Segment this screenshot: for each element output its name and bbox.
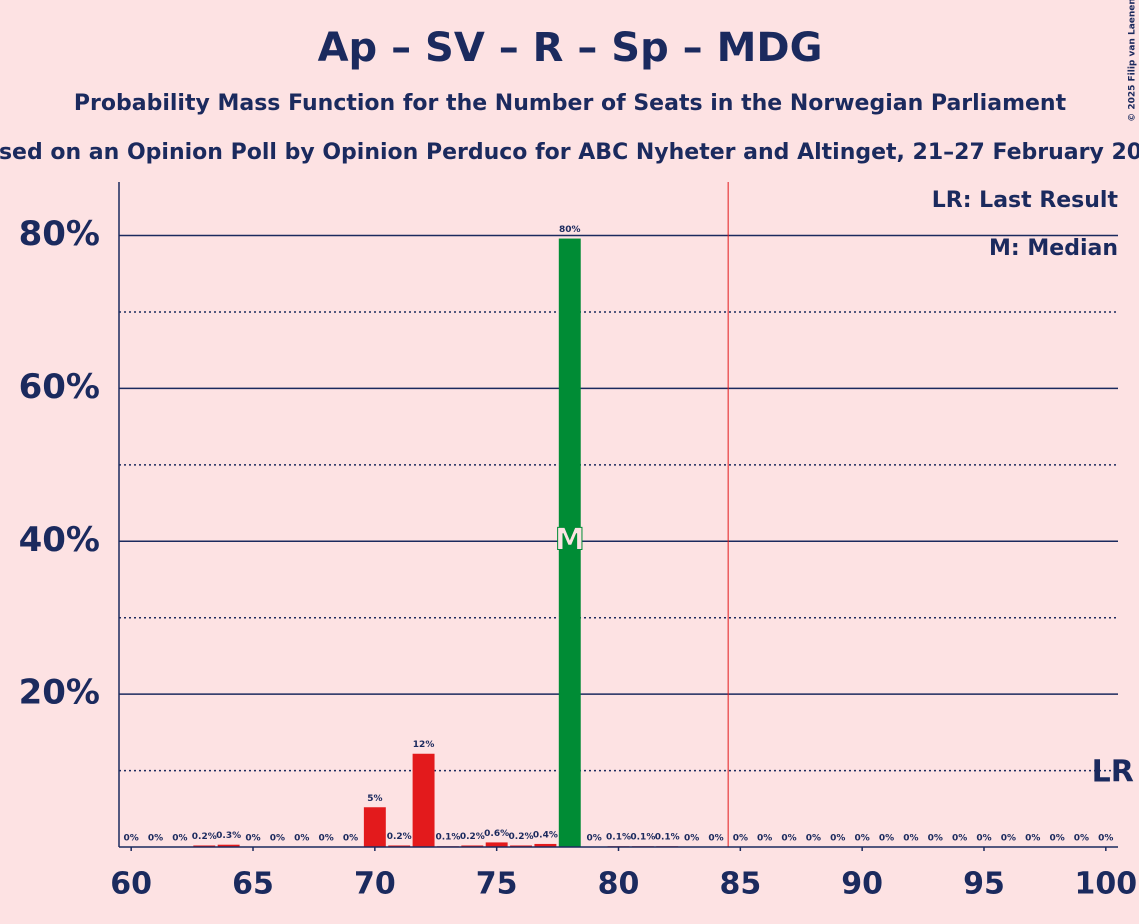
value-label: 0% xyxy=(928,834,943,844)
bar xyxy=(485,842,508,847)
value-label: 0% xyxy=(830,834,845,844)
value-label: 0.2% xyxy=(387,832,412,842)
bar xyxy=(412,753,435,847)
x-tick-label: 65 xyxy=(232,867,274,902)
value-label: 0% xyxy=(318,834,333,844)
x-tick-label: 70 xyxy=(354,867,396,902)
x-tick-label: 95 xyxy=(963,867,1005,902)
value-label: 0% xyxy=(806,834,821,844)
value-label: 0% xyxy=(855,834,870,844)
value-label: 0% xyxy=(733,834,748,844)
value-label: 0% xyxy=(245,834,260,844)
value-label: 0% xyxy=(1001,834,1016,844)
chart-subtitle: Probability Mass Function for the Number… xyxy=(74,91,1067,116)
y-tick-label: 80% xyxy=(19,214,100,254)
value-label: 0.2% xyxy=(192,832,217,842)
value-label: 0% xyxy=(952,834,967,844)
x-tick-label: 85 xyxy=(719,867,761,902)
value-label: 0% xyxy=(781,834,796,844)
value-label: 0% xyxy=(1025,834,1040,844)
value-label: 0.2% xyxy=(509,832,534,842)
y-tick-label: 40% xyxy=(19,520,100,560)
bar xyxy=(388,845,411,847)
value-label: 0.2% xyxy=(460,832,485,842)
value-label: 0% xyxy=(1098,834,1113,844)
value-label: 0% xyxy=(172,834,187,844)
value-label: 0.1% xyxy=(435,833,460,843)
bar xyxy=(461,845,484,847)
legend-entry: LR: Last Result xyxy=(932,188,1119,213)
x-tick-label: 60 xyxy=(110,867,152,902)
value-label: 0% xyxy=(148,834,163,844)
y-tick-label: 60% xyxy=(19,367,100,407)
value-label: 0% xyxy=(343,834,358,844)
value-label: 0.3% xyxy=(216,831,241,841)
value-label: 5% xyxy=(367,794,382,804)
x-tick-label: 90 xyxy=(841,867,883,902)
value-label: 0% xyxy=(1074,834,1089,844)
chart-title: Ap – SV – R – Sp – MDG xyxy=(318,25,823,71)
value-label: 0% xyxy=(976,834,991,844)
last-result-marker: LR xyxy=(1092,755,1134,790)
bar xyxy=(534,843,557,847)
legend-entry: M: Median xyxy=(989,236,1118,261)
value-label: 80% xyxy=(559,225,581,235)
bar xyxy=(510,845,533,847)
value-label: 0% xyxy=(757,834,772,844)
value-label: 0% xyxy=(270,834,285,844)
x-tick-label: 100 xyxy=(1075,867,1138,902)
value-label: 0.1% xyxy=(655,833,680,843)
bar xyxy=(193,845,216,847)
bar xyxy=(558,238,581,847)
value-label: 0% xyxy=(879,834,894,844)
median-marker: M xyxy=(555,523,585,558)
bar xyxy=(217,844,240,847)
value-label: 0% xyxy=(586,834,601,844)
x-tick-label: 75 xyxy=(476,867,518,902)
value-label: 0% xyxy=(1049,834,1064,844)
bar xyxy=(363,807,386,847)
y-tick-label: 20% xyxy=(19,673,100,713)
x-tick-label: 80 xyxy=(598,867,640,902)
copyright: © 2025 Filip van Laenen xyxy=(1128,0,1138,122)
value-label: 0% xyxy=(684,834,699,844)
value-label: 0.1% xyxy=(606,833,631,843)
value-label: 0% xyxy=(708,834,723,844)
value-label: 0% xyxy=(903,834,918,844)
value-label: 0.1% xyxy=(630,833,655,843)
value-label: 0% xyxy=(294,834,309,844)
value-label: 0% xyxy=(124,834,139,844)
value-label: 12% xyxy=(413,740,435,750)
value-label: 0.4% xyxy=(533,830,558,840)
chart-source: Based on an Opinion Poll by Opinion Perd… xyxy=(0,140,1139,165)
value-label: 0.6% xyxy=(484,829,509,839)
